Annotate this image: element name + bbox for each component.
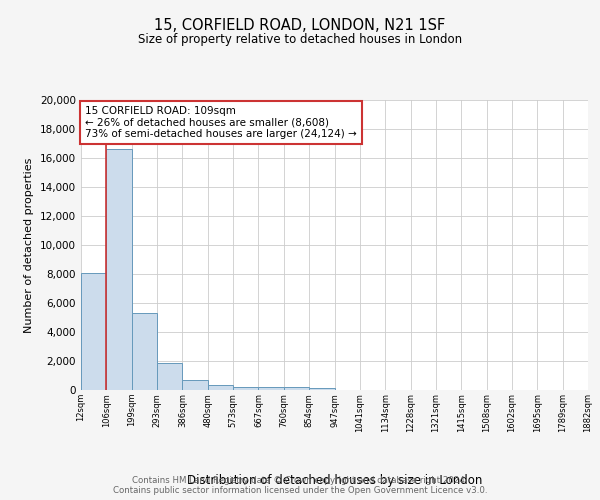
- Bar: [233, 386, 259, 390]
- Text: 15 CORFIELD ROAD: 109sqm
← 26% of detached houses are smaller (8,608)
73% of sem: 15 CORFIELD ROAD: 109sqm ← 26% of detach…: [85, 106, 356, 139]
- Bar: [157, 363, 182, 390]
- Text: 15, CORFIELD ROAD, LONDON, N21 1SF: 15, CORFIELD ROAD, LONDON, N21 1SF: [154, 18, 446, 32]
- Text: Size of property relative to detached houses in London: Size of property relative to detached ho…: [138, 32, 462, 46]
- Bar: [81, 272, 106, 390]
- Y-axis label: Number of detached properties: Number of detached properties: [25, 158, 34, 332]
- X-axis label: Distribution of detached houses by size in London: Distribution of detached houses by size …: [187, 474, 482, 486]
- Bar: [208, 386, 233, 390]
- Text: Contains HM Land Registry data © Crown copyright and database right 2024.
Contai: Contains HM Land Registry data © Crown c…: [113, 476, 487, 495]
- Bar: [309, 388, 335, 390]
- Bar: [259, 387, 284, 390]
- Bar: [182, 380, 208, 390]
- Bar: [132, 313, 157, 390]
- Bar: [284, 388, 309, 390]
- Bar: [106, 150, 132, 390]
